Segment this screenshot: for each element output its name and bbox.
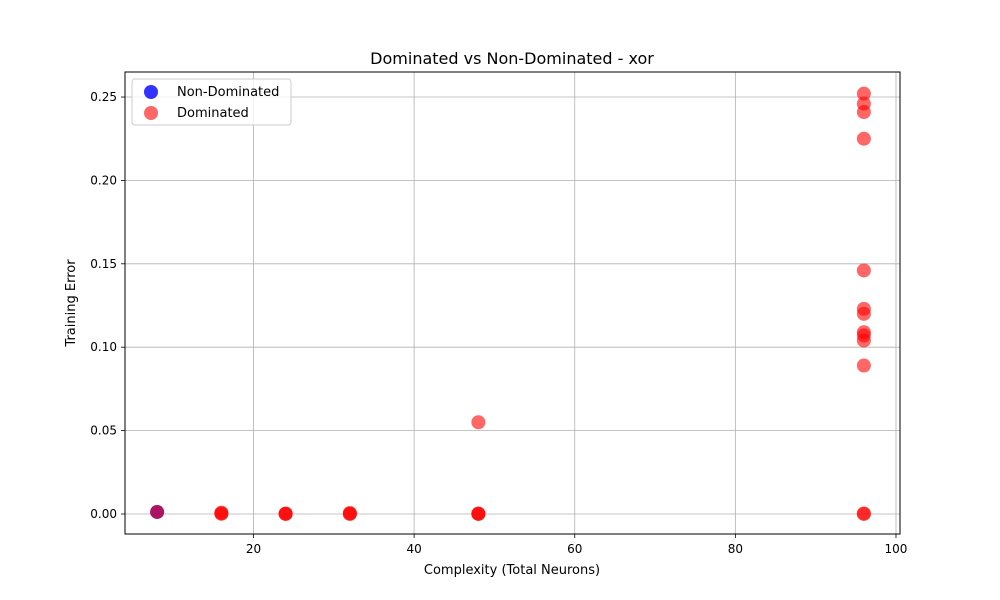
point-dominated bbox=[856, 333, 871, 348]
y-tick-label: 0.20 bbox=[90, 173, 117, 187]
point-dominated bbox=[856, 86, 871, 101]
legend-marker-non-dominated bbox=[144, 85, 158, 99]
point-dominated bbox=[471, 415, 486, 430]
legend: Non-Dominated Dominated bbox=[131, 78, 292, 126]
data-points bbox=[150, 86, 871, 521]
y-tick-label: 0.05 bbox=[90, 424, 117, 438]
plot-frame bbox=[124, 71, 901, 535]
y-tick-label: 0.15 bbox=[90, 257, 117, 271]
x-tick-label: 100 bbox=[885, 542, 908, 556]
point-dominated bbox=[278, 506, 293, 521]
point-dominated bbox=[214, 506, 229, 521]
x-axis-label: Complexity (Total Neurons) bbox=[424, 563, 600, 578]
grid bbox=[125, 72, 900, 534]
legend-label-dominated: Dominated bbox=[177, 106, 249, 121]
x-tick-label: 20 bbox=[246, 542, 261, 556]
point-dominated bbox=[856, 263, 871, 278]
x-tick-label: 60 bbox=[567, 542, 582, 556]
point-dominated bbox=[856, 506, 871, 521]
point-dominated bbox=[342, 506, 357, 521]
axis-ticks: 20 40 60 80 100 0.00 0.05 0.10 0.15 0.20 0.25 bbox=[90, 90, 907, 556]
legend-label-non-dominated: Non-Dominated bbox=[177, 85, 279, 100]
legend-marker-dominated bbox=[144, 106, 158, 120]
y-tick-label: 0.00 bbox=[90, 507, 117, 521]
point-dominated bbox=[856, 105, 871, 120]
point-dominated bbox=[856, 306, 871, 321]
legend-box bbox=[131, 78, 292, 126]
y-tick-label: 0.25 bbox=[90, 90, 117, 104]
point-dominated bbox=[471, 506, 486, 521]
y-tick-label: 0.10 bbox=[90, 340, 117, 354]
x-tick-label: 80 bbox=[728, 542, 743, 556]
chart-title: Dominated vs Non-Dominated - xor bbox=[370, 49, 654, 68]
point-dominated bbox=[856, 358, 871, 373]
x-tick-label: 40 bbox=[406, 542, 421, 556]
y-axis-label: Training Error bbox=[64, 259, 79, 348]
point-dominated bbox=[856, 131, 871, 146]
point-dominated bbox=[150, 504, 165, 519]
